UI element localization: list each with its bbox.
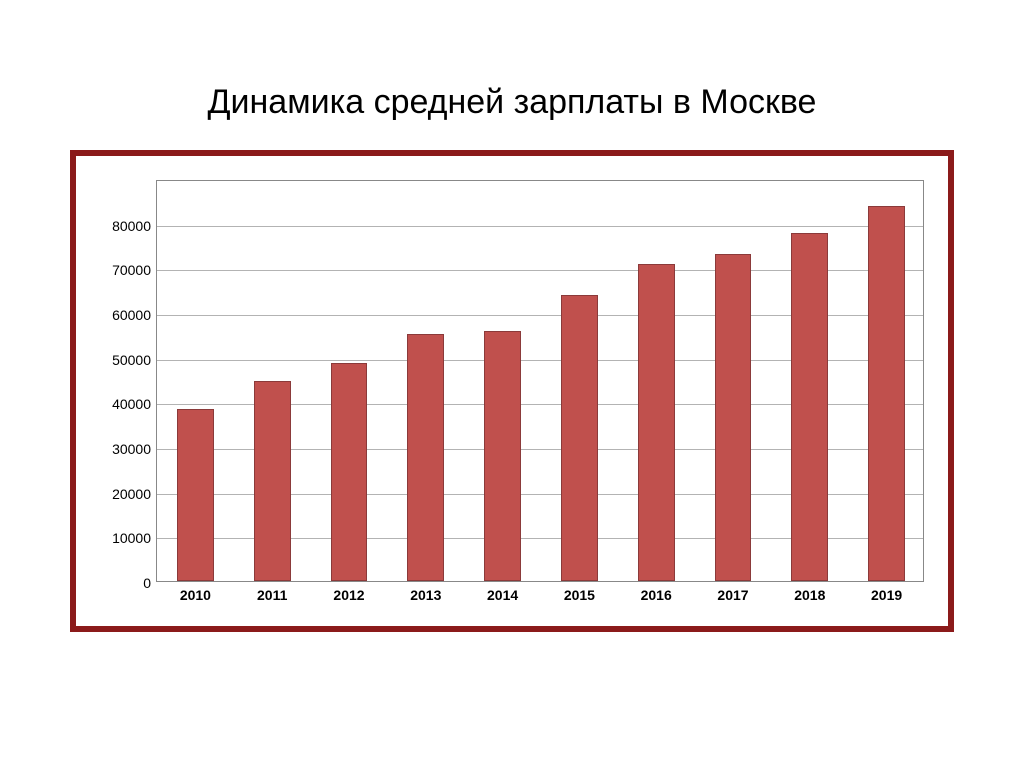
bar xyxy=(791,233,828,581)
y-tick-label: 50000 xyxy=(112,352,151,368)
x-tick-label: 2015 xyxy=(564,587,595,603)
page-root: Динамика средней зарплаты в Москве 0 1000… xyxy=(0,0,1024,767)
x-tick-label: 2016 xyxy=(641,587,672,603)
y-tick-label: 80000 xyxy=(112,218,151,234)
x-tick-label: 2014 xyxy=(487,587,518,603)
chart-frame: 0 10000 20000 30000 40000 50000 60000 70000 8000… xyxy=(70,150,954,632)
y-tick-label: 40000 xyxy=(112,396,151,412)
bar xyxy=(715,254,752,581)
bar xyxy=(331,363,368,581)
bar xyxy=(561,295,598,581)
x-tick-label: 2012 xyxy=(333,587,364,603)
x-tick-label: 2019 xyxy=(871,587,902,603)
y-tick-label: 20000 xyxy=(112,486,151,502)
bar xyxy=(254,381,291,581)
y-tick-label: 70000 xyxy=(112,262,151,278)
y-tick-label: 10000 xyxy=(112,530,151,546)
plot-area: 0100002000030000400005000060000700008000… xyxy=(156,180,924,582)
bar xyxy=(868,206,905,581)
gridline xyxy=(157,226,923,227)
y-tick-label: 60000 xyxy=(112,307,151,323)
y-tick-label: 0 xyxy=(143,575,151,591)
bar xyxy=(638,264,675,581)
chart-title: Динамика средней зарплаты в Москве xyxy=(0,83,1024,122)
x-tick-label: 2017 xyxy=(717,587,748,603)
bar xyxy=(177,409,214,581)
chart-inner: 0 10000 20000 30000 40000 50000 60000 70000 8000… xyxy=(90,170,934,612)
y-tick-label: 30000 xyxy=(112,441,151,457)
bar xyxy=(484,331,521,581)
x-tick-label: 2010 xyxy=(180,587,211,603)
x-tick-label: 2011 xyxy=(257,587,287,603)
x-tick-label: 2013 xyxy=(410,587,441,603)
x-tick-label: 2018 xyxy=(794,587,825,603)
bar xyxy=(407,334,444,581)
